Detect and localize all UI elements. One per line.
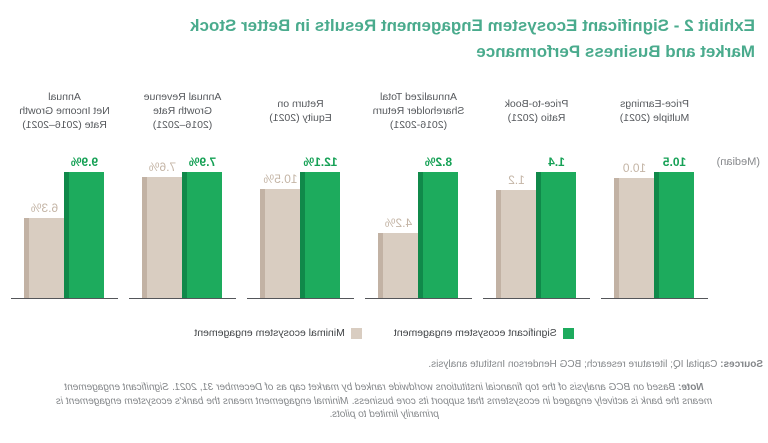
- value-label-minimal: 10.5%: [263, 172, 298, 186]
- bar-minimal: 1.2: [496, 173, 537, 298]
- value-label-minimal: 4.2%: [384, 216, 413, 230]
- group-revenue-growth: Annual Revenue Growth Rate (2016–2021) 7…: [129, 88, 236, 299]
- legend-swatch-green-icon: [562, 327, 574, 339]
- note-prefix: Note:: [678, 382, 704, 393]
- group-return-on-equity: Return on Equity (2021) 12.1% 10.5%: [247, 88, 354, 299]
- exhibit-title: Exhibit 2 - Significant Ecosystem Engage…: [190, 16, 755, 61]
- sources-prefix: Sources:: [720, 359, 763, 370]
- value-label-minimal: 1.2: [508, 173, 525, 187]
- value-label-significant: 7.9%: [188, 155, 217, 169]
- category-label: Price-Earnings Multiple (2021): [619, 97, 690, 124]
- bar-significant: 12.1%: [300, 155, 341, 298]
- value-label-significant: 8.2%: [424, 155, 453, 169]
- bar-minimal: 6.3%: [24, 201, 65, 298]
- note-text: Based on BCG analysis of the top financi…: [55, 382, 713, 420]
- value-label-significant: 10.5: [662, 155, 687, 169]
- median-annotation: (Median): [716, 156, 760, 168]
- bar-significant: 10.5: [654, 155, 695, 298]
- chart-legend: Significant ecosystem engagement Minimal…: [0, 327, 768, 339]
- bar-chart: (Median) Price-Earnings Multiple (2021) …: [0, 88, 768, 299]
- bar-pair: 1.4 1.2: [483, 133, 590, 299]
- sources-text: Capital IQ; literature research; BCG Hen…: [428, 359, 721, 370]
- note-paragraph: Note: Based on BCG analysis of the top f…: [4, 381, 764, 422]
- bar-pair: 9.9% 6.3%: [11, 133, 118, 299]
- value-label-minimal: 6.3%: [30, 201, 59, 215]
- bar-pair: 10.5 10.0: [601, 133, 708, 299]
- category-label: Annual Revenue Growth Rate (2016–2021): [143, 90, 222, 131]
- legend-label-significant: Significant ecosystem engagement: [393, 327, 557, 339]
- bar-significant: 9.9%: [64, 155, 105, 298]
- legend-item-significant: Significant ecosystem engagement: [394, 327, 574, 339]
- bar-pair: 8.2% 4.2%: [365, 133, 472, 299]
- group-price-earnings: Price-Earnings Multiple (2021) 10.5 10.0: [601, 88, 708, 299]
- category-label: Return on Equity (2021): [269, 97, 332, 124]
- group-net-income-growth: Annual Net Income Growth Rate (2016–2021…: [11, 88, 118, 299]
- value-label-significant: 12.1%: [303, 155, 338, 169]
- category-label: Annual Net Income Growth Rate (2016–2021…: [19, 90, 110, 131]
- bar-pair: 7.9% 7.6%: [129, 133, 236, 299]
- bar-significant: 7.9%: [182, 155, 223, 298]
- bar-minimal: 4.2%: [378, 216, 419, 298]
- legend-label-minimal: Minimal ecosystem engagement: [194, 327, 345, 339]
- value-label-minimal: 10.0: [622, 161, 647, 175]
- bar-minimal: 10.5%: [260, 172, 301, 298]
- category-label: Price-to-Book Ratio (2021): [504, 97, 569, 124]
- group-price-to-book: Price-to-Book Ratio (2021) 1.4 1.2: [483, 88, 590, 299]
- category-label: Annualized Total Shareholder Return (201…: [372, 90, 465, 131]
- bar-pair: 12.1% 10.5%: [247, 133, 354, 299]
- value-label-significant: 1.4: [548, 155, 565, 169]
- value-label-minimal: 7.6%: [148, 160, 177, 174]
- bar-minimal: 10.0: [614, 161, 655, 298]
- bar-groups: Price-Earnings Multiple (2021) 10.5 10.0…: [11, 88, 708, 299]
- legend-item-minimal: Minimal ecosystem engagement: [194, 327, 362, 339]
- bar-significant: 1.4: [536, 155, 577, 298]
- bar-minimal: 7.6%: [142, 160, 183, 298]
- value-label-significant: 9.9%: [70, 155, 99, 169]
- sources-line: Sources: Capital IQ; literature research…: [428, 359, 763, 370]
- legend-swatch-beige-icon: [350, 327, 362, 339]
- bar-significant: 8.2%: [418, 155, 459, 298]
- group-total-shareholder-return: Annualized Total Shareholder Return (201…: [365, 88, 472, 299]
